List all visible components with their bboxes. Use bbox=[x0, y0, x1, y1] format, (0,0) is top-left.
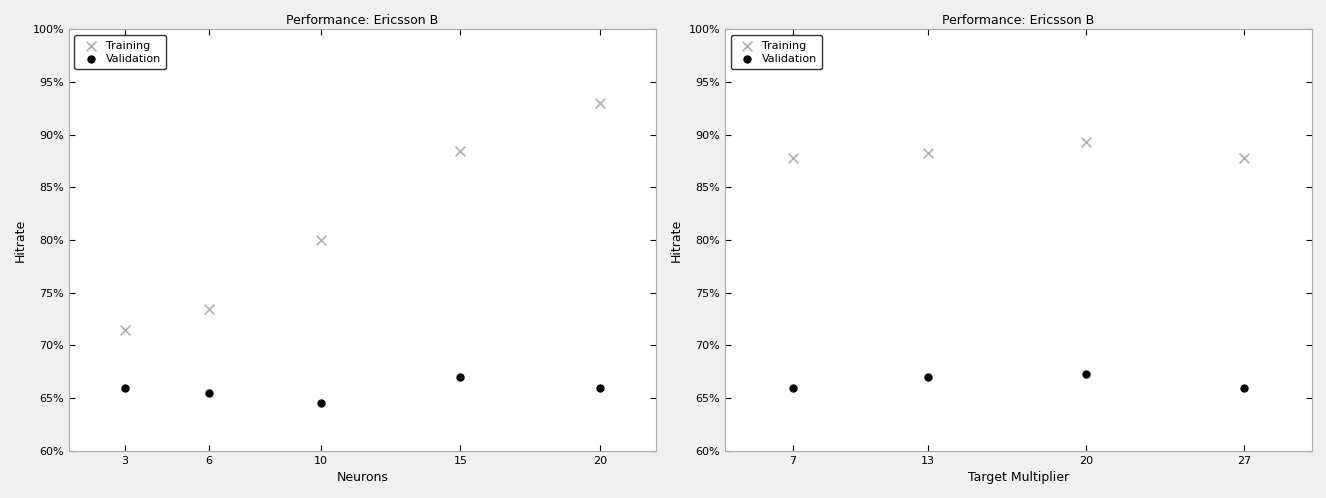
Validation bbox=[918, 373, 939, 381]
Validation bbox=[590, 383, 611, 391]
Training bbox=[114, 326, 135, 334]
Validation bbox=[310, 399, 332, 407]
Training bbox=[198, 305, 219, 313]
Training bbox=[918, 149, 939, 157]
Legend: Training, Validation: Training, Validation bbox=[74, 35, 166, 69]
Legend: Training, Validation: Training, Validation bbox=[731, 35, 822, 69]
Validation bbox=[782, 383, 804, 391]
Training bbox=[1233, 154, 1254, 162]
Title: Performance: Ericsson B: Performance: Ericsson B bbox=[286, 14, 439, 27]
Validation bbox=[198, 389, 219, 397]
X-axis label: Target Multiplier: Target Multiplier bbox=[968, 471, 1069, 484]
Y-axis label: Hitrate: Hitrate bbox=[670, 219, 683, 261]
Validation bbox=[114, 383, 135, 391]
X-axis label: Neurons: Neurons bbox=[337, 471, 389, 484]
Validation bbox=[1233, 383, 1254, 391]
Training bbox=[782, 154, 804, 162]
Training bbox=[590, 99, 611, 107]
Validation bbox=[1075, 370, 1097, 378]
Validation bbox=[450, 373, 471, 381]
Y-axis label: Hitrate: Hitrate bbox=[13, 219, 27, 261]
Training bbox=[310, 236, 332, 244]
Title: Performance: Ericsson B: Performance: Ericsson B bbox=[943, 14, 1095, 27]
Training bbox=[450, 146, 471, 154]
Training bbox=[1075, 138, 1097, 146]
